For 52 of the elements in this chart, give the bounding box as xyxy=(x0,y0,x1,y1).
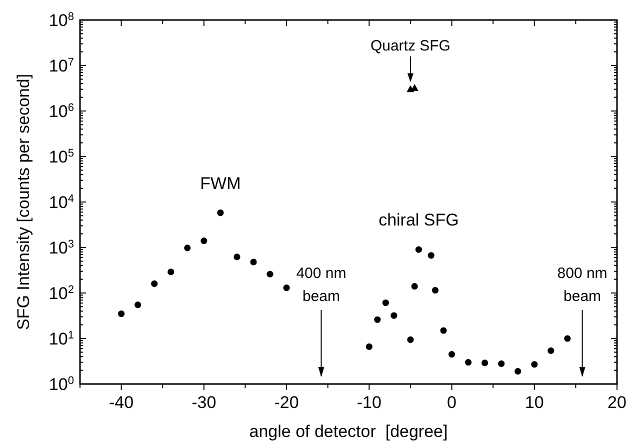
point xyxy=(374,316,381,323)
x-tick-label: -20 xyxy=(274,393,299,412)
point xyxy=(200,238,208,244)
point xyxy=(514,368,522,375)
point xyxy=(366,343,372,350)
point xyxy=(428,252,434,259)
y-tick-label: 10$^{0}$ xyxy=(48,375,74,394)
point xyxy=(118,310,125,318)
annotation: FWM xyxy=(200,174,241,193)
point xyxy=(432,286,439,294)
y-tick-label: 10$^{3}$ xyxy=(48,238,74,258)
point xyxy=(407,336,414,344)
point xyxy=(184,244,191,252)
point xyxy=(390,312,398,319)
point xyxy=(234,254,240,260)
point xyxy=(415,246,422,253)
point xyxy=(464,358,472,366)
x-tick-label: 0 xyxy=(447,393,457,412)
point xyxy=(498,360,505,367)
point xyxy=(382,299,389,306)
point xyxy=(440,327,447,334)
y-tick-label: 10$^{6}$ xyxy=(48,102,74,121)
point xyxy=(168,268,174,276)
x-tick-label: 10 xyxy=(524,393,544,412)
x-tick-label: -40 xyxy=(109,393,134,412)
ref-line-label: 800 nm beam xyxy=(557,265,608,305)
y-tick-label: 10$^{8}$ xyxy=(48,11,74,30)
ref-line-label: 400 nm beam xyxy=(296,265,346,305)
x-tick-label: 20 xyxy=(608,393,626,412)
x-tick-label: -30 xyxy=(192,393,216,412)
y-axis-title: SFG Intensity [counts per second] xyxy=(14,74,33,330)
annotation: chiral SFG xyxy=(378,210,459,230)
point xyxy=(531,361,538,368)
point xyxy=(266,270,274,278)
point xyxy=(217,209,224,216)
x-axis-title: angle of detector [degree] xyxy=(249,422,448,441)
y-tick-label: 10$^{5}$ xyxy=(48,148,74,166)
point xyxy=(448,350,456,358)
y-tick-label: 10$^{2}$ xyxy=(48,284,74,303)
y-tick-label: 10$^{7}$ xyxy=(48,56,74,76)
point xyxy=(482,360,488,366)
point xyxy=(564,335,571,342)
point xyxy=(411,283,418,290)
y-tick-label: 10$^{1}$ xyxy=(48,330,74,348)
point xyxy=(134,302,142,308)
point xyxy=(283,284,290,292)
annotation: Quartz SFG xyxy=(370,37,450,54)
point xyxy=(250,258,257,266)
x-tick-label: -10 xyxy=(356,393,382,412)
point xyxy=(548,347,554,354)
y-tick-label: 10$^{4}$ xyxy=(48,193,74,212)
point xyxy=(151,280,158,288)
